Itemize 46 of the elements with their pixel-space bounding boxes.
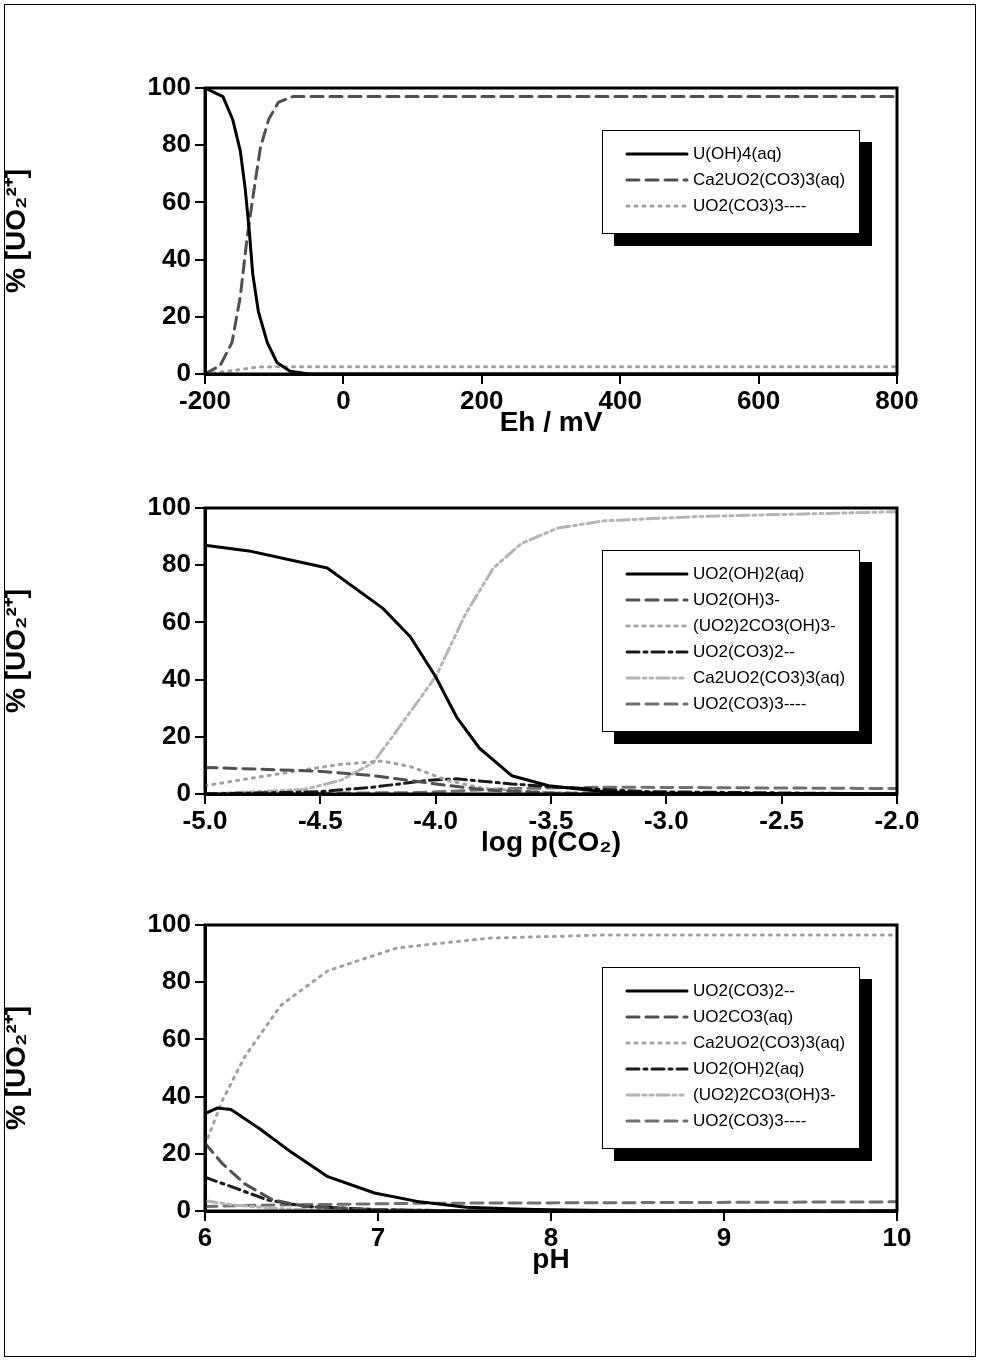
legend-label: U(OH)4(aq) xyxy=(693,144,782,164)
legend-label: Ca2UO2(CO3)3(aq) xyxy=(693,1033,846,1053)
x-tick-label: 6 xyxy=(197,1221,213,1252)
x-tick-label: -2.0 xyxy=(874,804,920,835)
y-axis-title: % [UO₂²⁺] xyxy=(0,1005,31,1131)
y-tick-label: 100 xyxy=(147,71,191,102)
y-tick-label: 0 xyxy=(176,1194,191,1225)
legend-label: Ca2UO2(CO3)3(aq) xyxy=(693,170,846,190)
y-tick-label: 40 xyxy=(162,242,191,273)
y-tick-label: 40 xyxy=(162,1079,191,1110)
y-tick-label: 40 xyxy=(162,662,191,693)
y-tick-label: 100 xyxy=(147,908,191,939)
y-axis-title: % [UO₂²⁺] xyxy=(0,588,31,714)
y-tick-label: 20 xyxy=(162,719,191,750)
x-tick-label: 0 xyxy=(336,384,351,415)
y-tick-label: 20 xyxy=(162,1136,191,1167)
legend-label: UO2(OH)2(aq) xyxy=(693,564,805,584)
y-tick-label: 80 xyxy=(162,128,191,159)
x-tick-label: 7 xyxy=(370,1221,386,1252)
x-tick-label: -4.5 xyxy=(297,804,343,835)
y-axis-title: % [UO₂²⁺] xyxy=(0,168,31,294)
x-tick-label: -3.0 xyxy=(643,804,689,835)
legend-label: UO2(CO3)3---- xyxy=(693,196,807,216)
y-tick-label: 80 xyxy=(162,548,191,579)
legend-label: Ca2UO2(CO3)3(aq) xyxy=(693,668,846,688)
y-tick-label: 60 xyxy=(162,185,191,216)
legend-label: UO2(CO3)2-- xyxy=(693,981,796,1001)
legend-label: (UO2)2CO3(OH)3- xyxy=(693,1085,836,1105)
y-tick-label: 60 xyxy=(162,605,191,636)
x-tick-label: 600 xyxy=(736,384,781,415)
x-tick-label: 9 xyxy=(716,1221,732,1252)
legend-label: UO2CO3(aq) xyxy=(693,1007,794,1027)
y-tick-label: 100 xyxy=(147,491,191,522)
legend-label: UO2(OH)2(aq) xyxy=(693,1059,805,1079)
x-tick-label: 800 xyxy=(875,384,919,415)
legend-label: UO2(CO3)3---- xyxy=(693,1111,807,1131)
x-tick-label: 10 xyxy=(882,1221,912,1252)
legend-label: UO2(OH)3- xyxy=(693,590,780,610)
y-tick-label: 80 xyxy=(162,965,191,996)
legend-label: UO2(CO3)3---- xyxy=(693,694,807,714)
x-tick-label: -4.0 xyxy=(413,804,459,835)
legend-label: UO2(CO3)2-- xyxy=(693,642,796,662)
y-tick-label: 20 xyxy=(162,299,191,330)
legend-label: (UO2)2CO3(OH)3- xyxy=(693,616,836,636)
x-tick-label: -2.5 xyxy=(759,804,805,835)
y-tick-label: 60 xyxy=(162,1022,191,1053)
